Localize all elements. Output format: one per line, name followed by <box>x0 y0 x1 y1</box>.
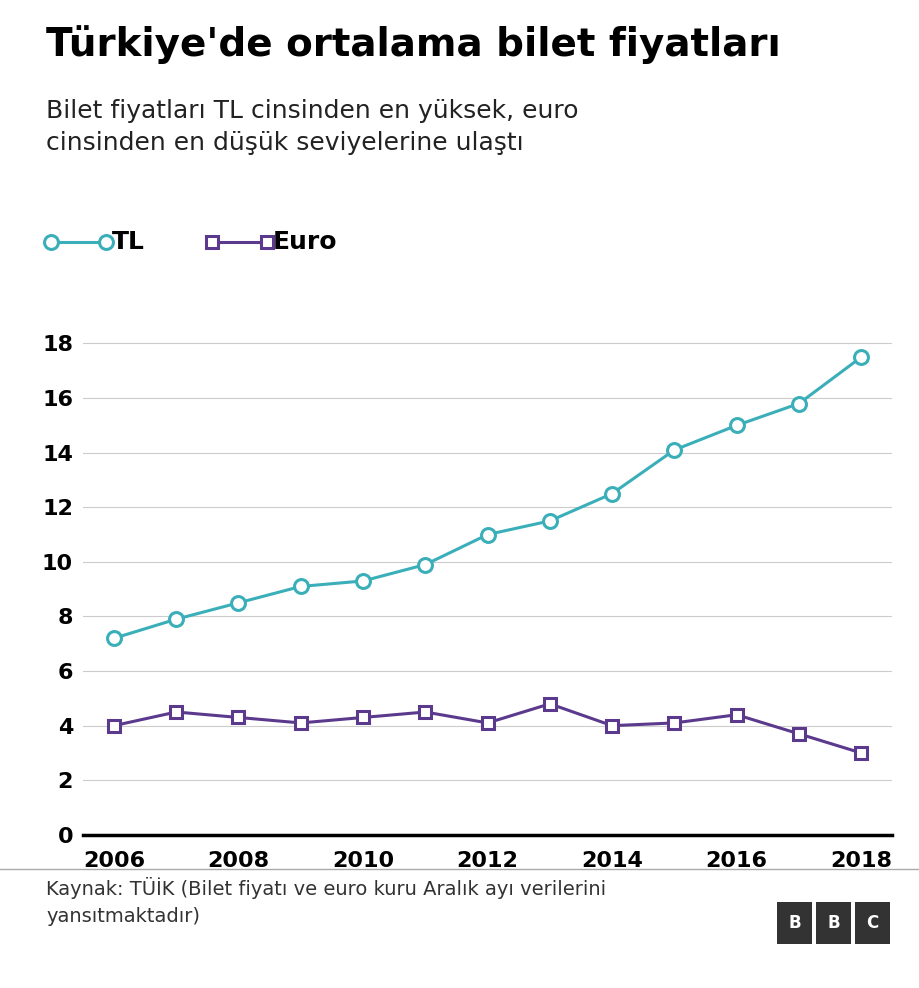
Text: B: B <box>826 914 839 932</box>
Text: Bilet fiyatları TL cinsinden en yüksek, euro
cinsinden en düşük seviyelerine ula: Bilet fiyatları TL cinsinden en yüksek, … <box>46 99 578 155</box>
Text: C: C <box>865 914 878 932</box>
Text: B: B <box>788 914 800 932</box>
Text: Kaynak: TÜİK (Bilet fiyatı ve euro kuru Aralık ayı verilerini
yansıtmaktadır): Kaynak: TÜİK (Bilet fiyatı ve euro kuru … <box>46 877 606 926</box>
Text: Euro: Euro <box>273 230 337 254</box>
Text: Türkiye'de ortalama bilet fiyatları: Türkiye'de ortalama bilet fiyatları <box>46 25 780 63</box>
Text: TL: TL <box>112 230 145 254</box>
